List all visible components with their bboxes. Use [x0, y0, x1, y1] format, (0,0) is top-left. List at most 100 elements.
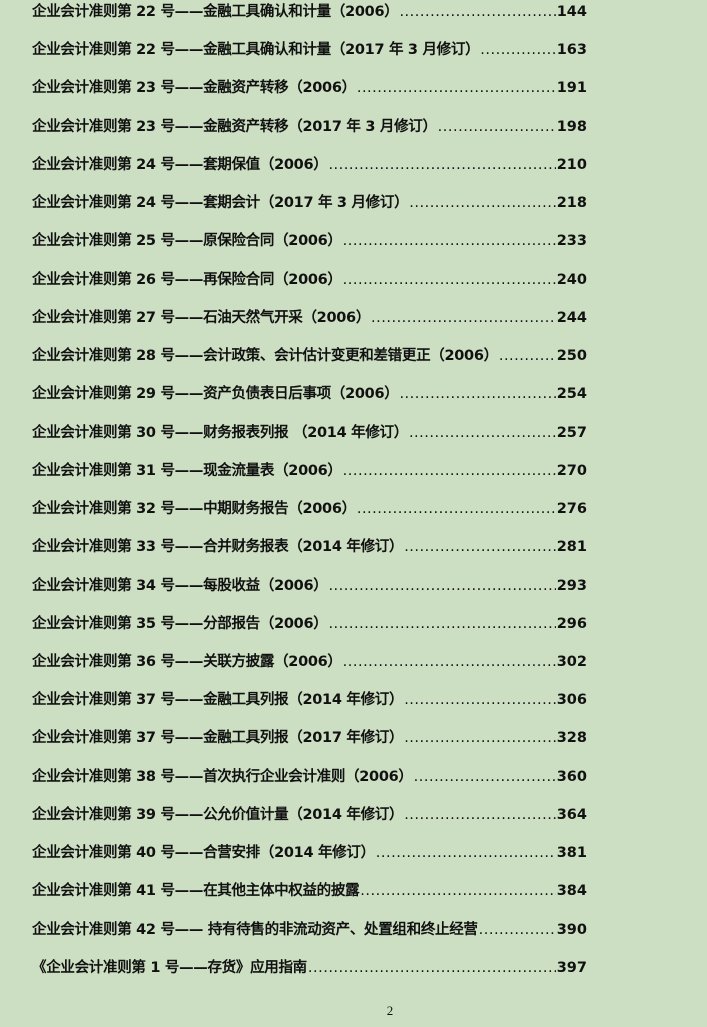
toc-entry-title: 企业会计准则第 39 号——公允价值计量（2014 年修订）: [32, 806, 404, 823]
dot-leader: [499, 346, 556, 366]
toc-entry[interactable]: 企业会计准则第 28 号——会计政策、会计估计变更和差错更正（2006） 250: [32, 346, 587, 384]
toc-entry[interactable]: 企业会计准则第 22 号——金融工具确认和计量（2017 年 3 月修订） 163: [32, 40, 587, 78]
dot-leader: [376, 843, 556, 863]
dot-leader: [404, 805, 556, 825]
toc-entry-title: 企业会计准则第 38 号——首次执行企业会计准则（2006）: [32, 768, 413, 785]
toc-entry-page: 163: [556, 42, 587, 59]
toc-entry-page: 270: [556, 462, 587, 479]
toc-entry-page: 296: [556, 615, 587, 632]
toc-entry[interactable]: 企业会计准则第 33 号——合并财务报表（2014 年修订） 281: [32, 537, 587, 575]
toc-entry[interactable]: 企业会计准则第 23 号——金融资产转移（2006） 191: [32, 78, 587, 116]
toc-entry-page: 302: [556, 653, 587, 670]
toc-entry-title: 企业会计准则第 25 号——原保险合同（2006）: [32, 233, 342, 250]
dot-leader: [371, 308, 556, 328]
toc-entry[interactable]: 企业会计准则第 31 号——现金流量表（2006） 270: [32, 461, 587, 499]
toc-entry-page: 384: [556, 883, 587, 900]
toc-entry[interactable]: 企业会计准则第 35 号——分部报告（2006） 296: [32, 614, 587, 652]
toc-entry-title: 企业会计准则第 35 号——分部报告（2006）: [32, 615, 328, 632]
toc-entry-title: 企业会计准则第 23 号——金融资产转移（2006）: [32, 80, 356, 97]
toc-entry-page: 257: [556, 424, 587, 441]
toc-entry[interactable]: 企业会计准则第 24 号——套期保值（2006） 210: [32, 155, 587, 193]
dot-leader: [357, 499, 556, 519]
table-of-contents: 企业会计准则第 22 号——金融工具确认和计量（2006）144企业会计准则第 …: [32, 2, 587, 996]
toc-entry-title: 企业会计准则第 31 号——现金流量表（2006）: [32, 462, 342, 479]
toc-entry-page: 250: [556, 348, 587, 365]
toc-entry-page: 306: [556, 692, 587, 709]
toc-entry[interactable]: 企业会计准则第 24 号——套期会计（2017 年 3 月修订） 218: [32, 193, 587, 231]
toc-entry-title: 企业会计准则第 26 号——再保险合同（2006）: [32, 271, 342, 288]
toc-entry[interactable]: 企业会计准则第 39 号——公允价值计量（2014 年修订） 364: [32, 805, 587, 843]
toc-entry-title: 企业会计准则第 34 号——每股收益（2006）: [32, 577, 328, 594]
toc-entry-title: 企业会计准则第 27 号——石油天然气开采（2006）: [32, 309, 371, 326]
dot-leader: [343, 231, 556, 251]
dot-leader: [404, 728, 556, 748]
toc-entry[interactable]: 企业会计准则第 29 号——资产负债表日后事项（2006） 254: [32, 384, 587, 422]
toc-entry-page: 244: [556, 309, 587, 326]
toc-entry-title: 企业会计准则第 41 号——在其他主体中权益的披露: [32, 883, 360, 900]
toc-entry[interactable]: 企业会计准则第 37 号——金融工具列报（2014 年修订） 306: [32, 690, 587, 728]
dot-leader: [399, 384, 555, 404]
toc-entry-page: 360: [556, 768, 587, 785]
dot-leader: [414, 767, 556, 787]
toc-entry[interactable]: 企业会计准则第 42 号—— 持有待售的非流动资产、处置组和终止经营 390: [32, 920, 587, 958]
toc-entry-page: 364: [556, 806, 587, 823]
dot-leader: [308, 958, 556, 978]
toc-entry-page: 210: [556, 156, 587, 173]
toc-entry-title: 企业会计准则第 28 号——会计政策、会计估计变更和差错更正（2006）: [32, 348, 498, 365]
toc-entry-title: 企业会计准则第 23 号——金融资产转移（2017 年 3 月修订）: [32, 118, 437, 135]
toc-entry[interactable]: 企业会计准则第 30 号——财务报表列报 （2014 年修订） 257: [32, 423, 587, 461]
toc-entry-page: 293: [556, 577, 587, 594]
toc-entry-title: 企业会计准则第 37 号——金融工具列报（2014 年修订）: [32, 692, 404, 709]
toc-entry-page: 397: [556, 959, 587, 976]
toc-entry-title: 企业会计准则第 37 号——金融工具列报（2017 年修订）: [32, 730, 404, 747]
dot-leader: [328, 614, 555, 634]
dot-leader: [479, 920, 556, 940]
toc-entry-page: 390: [556, 921, 587, 938]
toc-entry-title: 企业会计准则第 42 号—— 持有待售的非流动资产、处置组和终止经营: [32, 921, 478, 938]
toc-entry-title: 企业会计准则第 36 号——关联方披露（2006）: [32, 653, 342, 670]
page-number: 2: [386, 1003, 394, 1018]
toc-entry-title: 《企业会计准则第 1 号——存货》应用指南: [32, 959, 307, 976]
toc-entry[interactable]: 企业会计准则第 38 号——首次执行企业会计准则（2006） 360: [32, 767, 587, 805]
toc-entry-title: 企业会计准则第 33 号——合并财务报表（2014 年修订）: [32, 539, 404, 556]
toc-entry-title: 企业会计准则第 29 号——资产负债表日后事项（2006）: [32, 386, 399, 403]
toc-entry-title: 企业会计准则第 24 号——套期会计（2017 年 3 月修订）: [32, 195, 409, 212]
toc-entry-page: 276: [556, 501, 587, 518]
toc-entry-page: 240: [556, 271, 587, 288]
toc-entry[interactable]: 企业会计准则第 37 号——金融工具列报（2017 年修订） 328: [32, 728, 587, 766]
toc-entry[interactable]: 企业会计准则第 34 号——每股收益（2006） 293: [32, 576, 587, 614]
toc-entry-title: 企业会计准则第 22 号——金融工具确认和计量（2017 年 3 月修订）: [32, 42, 480, 59]
dot-leader: [404, 690, 556, 710]
toc-entry[interactable]: 企业会计准则第 40 号——合营安排（2014 年修订） 381: [32, 843, 587, 881]
toc-entry[interactable]: 企业会计准则第 41 号——在其他主体中权益的披露 384: [32, 881, 587, 919]
toc-entry[interactable]: 企业会计准则第 32 号——中期财务报告（2006） 276: [32, 499, 587, 537]
toc-entry-page: 381: [556, 845, 587, 862]
toc-entry-page: 144: [556, 4, 587, 20]
dot-leader: [409, 193, 555, 213]
dot-leader: [343, 270, 556, 290]
toc-entry[interactable]: 企业会计准则第 36 号——关联方披露（2006） 302: [32, 652, 587, 690]
dot-leader: [328, 576, 555, 596]
toc-entry-title: 企业会计准则第 30 号——财务报表列报 （2014 年修订）: [32, 424, 408, 441]
dot-leader: [399, 2, 555, 22]
toc-entry-page: 254: [556, 386, 587, 403]
toc-entry[interactable]: 企业会计准则第 27 号——石油天然气开采（2006） 244: [32, 308, 587, 346]
toc-entry-page: 218: [556, 195, 587, 212]
dot-leader: [360, 881, 555, 901]
dot-leader: [343, 652, 556, 672]
toc-entry[interactable]: 企业会计准则第 26 号——再保险合同（2006） 240: [32, 270, 587, 308]
toc-entry[interactable]: 企业会计准则第 25 号——原保险合同（2006） 233: [32, 231, 587, 269]
toc-entry[interactable]: 《企业会计准则第 1 号——存货》应用指南 397: [32, 958, 587, 996]
dot-leader: [404, 537, 556, 557]
toc-entry-title: 企业会计准则第 22 号——金融工具确认和计量（2006）: [32, 4, 399, 20]
toc-entry-page: 281: [556, 539, 587, 556]
dot-leader: [357, 78, 556, 98]
dot-leader: [480, 40, 555, 60]
toc-entry-page: 198: [556, 118, 587, 135]
toc-entry[interactable]: 企业会计准则第 22 号——金融工具确认和计量（2006） 144: [32, 2, 587, 40]
toc-entry-page: 191: [556, 80, 587, 97]
dot-leader: [328, 155, 555, 175]
toc-entry[interactable]: 企业会计准则第 23 号——金融资产转移（2017 年 3 月修订） 198: [32, 117, 587, 155]
toc-entry-title: 企业会计准则第 24 号——套期保值（2006）: [32, 156, 328, 173]
dot-leader: [438, 117, 556, 137]
